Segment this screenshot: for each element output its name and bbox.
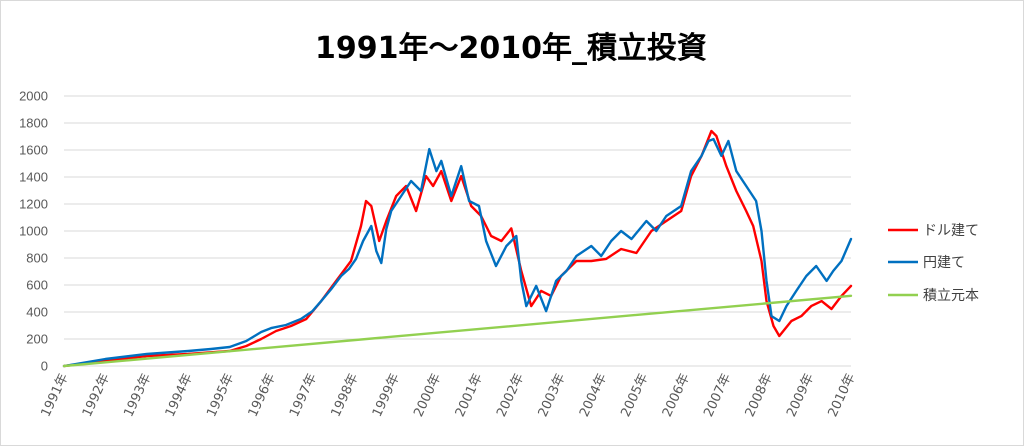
x-tick-label: 1997年 (287, 371, 320, 419)
y-tick-label: 600 (26, 278, 48, 293)
y-tick-label: 1400 (19, 170, 48, 185)
y-tick-label: 2000 (19, 89, 48, 104)
x-tick-label: 1999年 (370, 371, 403, 419)
y-tick-label: 1200 (19, 197, 48, 212)
y-tick-label: 1600 (19, 143, 48, 158)
x-tick-label: 1993年 (121, 371, 154, 419)
legend-label: ドル建て (923, 223, 979, 239)
x-tick-label: 2000年 (411, 371, 444, 419)
legend-label: 積立元本 (923, 288, 979, 304)
x-tick-label: 2004年 (577, 371, 610, 419)
y-tick-label: 800 (26, 251, 48, 266)
series-line-3 (62, 294, 853, 368)
x-tick-label: 1992年 (80, 371, 113, 419)
legend-label: 円建て (923, 255, 965, 271)
x-tick-label: 2002年 (494, 371, 527, 419)
x-tick-label: 1998年 (328, 371, 361, 419)
series-line-2 (62, 137, 853, 368)
y-tick-label: 0 (41, 359, 48, 374)
y-tick-label: 400 (26, 305, 48, 320)
x-tick-label: 2007年 (701, 371, 734, 419)
y-tick-label: 1000 (19, 224, 48, 239)
series-lines (62, 129, 853, 368)
x-tick-label: 2009年 (784, 371, 817, 419)
x-tick-label: 1994年 (163, 371, 196, 419)
x-axis-labels: 1991年 1992年 1993年 1994年 1995年 1996年 1997年 1998年… (39, 371, 859, 419)
x-tick-label: 2001年 (453, 371, 486, 419)
y-tick-label: 200 (26, 332, 48, 347)
gridlines (64, 95, 851, 367)
x-tick-label: 2005年 (618, 371, 651, 419)
y-axis-labels: 0 200 400 600 800 1000 1200 1400 1600 1800 2000 (19, 89, 48, 374)
x-tick-label: 2010年 (826, 371, 859, 419)
y-tick-label: 1800 (19, 116, 48, 131)
x-tick-label: 2006年 (660, 371, 693, 419)
chart-title: 1991年～2010年_積立投資 (315, 31, 707, 66)
x-tick-label: 2003年 (536, 371, 569, 419)
x-tick-label: 1995年 (204, 371, 237, 419)
x-tick-label: 1991年 (39, 371, 72, 419)
x-tick-label: 1996年 (246, 371, 279, 419)
x-tick-label: 2008年 (743, 371, 776, 419)
